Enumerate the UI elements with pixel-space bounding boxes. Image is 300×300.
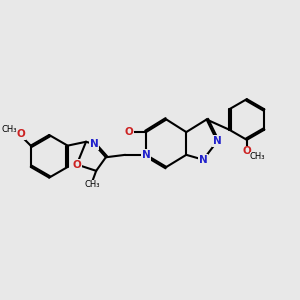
Text: N: N <box>199 155 208 165</box>
Text: CH₃: CH₃ <box>250 152 265 161</box>
Text: O: O <box>72 160 81 170</box>
Text: N: N <box>90 139 99 149</box>
Text: O: O <box>242 146 251 157</box>
Text: O: O <box>125 127 134 137</box>
Text: CH₃: CH₃ <box>85 180 100 189</box>
Text: CH₃: CH₃ <box>2 125 17 134</box>
Text: O: O <box>17 129 26 139</box>
Text: N: N <box>142 150 150 160</box>
Text: N: N <box>213 136 222 146</box>
